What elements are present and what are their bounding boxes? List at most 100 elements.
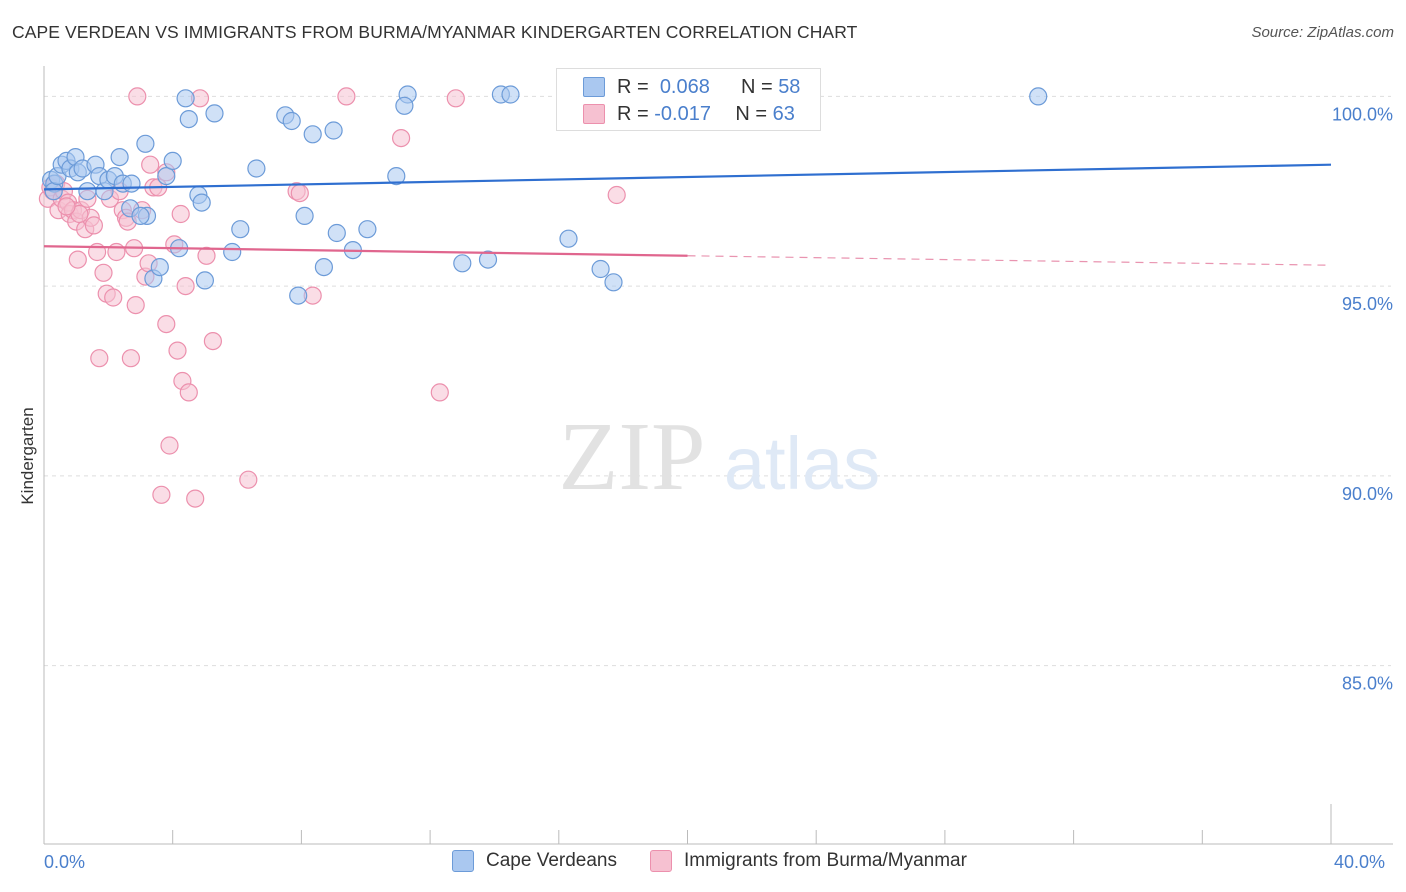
data-point-burma: [290, 184, 309, 203]
legend-r-label: R =: [617, 75, 649, 98]
data-point-burma: [141, 155, 160, 174]
series-burma: [38, 87, 626, 508]
chart-title: CAPE VERDEAN VS IMMIGRANTS FROM BURMA/MY…: [12, 22, 858, 42]
legend-n-label: N =: [740, 75, 773, 98]
data-point-burma: [104, 288, 123, 307]
y-tick-label: 100.0%: [1332, 104, 1393, 124]
data-point-cape-verdean: [205, 104, 224, 123]
data-point-cape-verdean: [478, 250, 498, 269]
data-point-burma: [176, 277, 195, 296]
series-cape-verdeans: [41, 85, 1048, 305]
data-point-cape-verdean: [231, 220, 250, 239]
data-point-cape-verdean: [122, 174, 141, 193]
data-point-burma: [197, 246, 216, 265]
y-tick-label: 90.0%: [1342, 484, 1393, 504]
data-point-burma: [121, 349, 140, 368]
data-point-cape-verdean: [282, 111, 301, 131]
data-point-burma: [128, 87, 147, 106]
data-point-cape-verdean: [150, 258, 169, 277]
data-point-burma: [126, 296, 145, 315]
data-point-cape-verdean: [179, 109, 198, 129]
data-point-burma: [203, 332, 222, 351]
trend-line-burma-extrapolated: [687, 255, 1332, 266]
data-point-cape-verdean: [223, 242, 242, 262]
trend-lines: [43, 163, 1332, 266]
watermark-atlas: atlas: [724, 422, 880, 505]
data-point-burma: [607, 185, 626, 205]
data-point-cape-verdean: [387, 167, 406, 186]
y-tick-label: 95.0%: [1342, 294, 1393, 314]
legend-n-value: 58: [778, 75, 801, 98]
data-point-cape-verdean: [157, 167, 176, 186]
legend-r-value: -0.017: [654, 102, 711, 125]
data-point-cape-verdean: [295, 206, 314, 225]
data-point-cape-verdean: [303, 125, 322, 144]
legend-r-label: R =: [617, 102, 649, 125]
data-point-cape-verdean: [195, 271, 214, 290]
series-swatch-pink: [650, 850, 672, 872]
legend-n-label: N =: [735, 102, 768, 125]
legend-row-cape-verdeans: R = 0.068 N = 58: [583, 74, 800, 100]
data-point-cape-verdean: [131, 206, 150, 225]
series-label: Cape Verdeans: [486, 850, 617, 871]
data-point-burma: [84, 216, 104, 235]
y-tick-label: 85.0%: [1342, 674, 1393, 694]
data-point-burma: [168, 341, 187, 360]
data-points: [38, 85, 1048, 508]
data-point-cape-verdean: [289, 286, 308, 305]
legend-swatch-pink: [583, 104, 605, 124]
series-legend-cape-verdeans: Cape Verdeans: [452, 850, 617, 872]
data-point-cape-verdean: [559, 229, 578, 248]
data-point-burma: [107, 242, 126, 262]
data-point-burma: [171, 204, 190, 224]
series-swatch-blue: [452, 850, 474, 872]
legend-swatch-blue: [583, 77, 605, 97]
data-point-cape-verdean: [327, 223, 346, 243]
legend-row-burma: R = -0.017 N = 63: [583, 101, 795, 127]
data-point-burma: [57, 197, 76, 216]
legend-n-value: 63: [772, 102, 795, 125]
data-point-cape-verdean: [501, 85, 520, 104]
data-point-burma: [239, 470, 258, 489]
watermark-zip: ZIP: [559, 403, 706, 511]
data-point-burma: [186, 489, 205, 508]
data-point-cape-verdean: [591, 259, 610, 279]
trend-line-cape-verdeans: [43, 163, 1332, 191]
data-point-cape-verdean: [604, 273, 623, 292]
data-point-burma: [152, 485, 171, 504]
data-point-burma: [446, 89, 465, 108]
correlation-legend: R = 0.068 N = 58 R = -0.017 N = 63: [556, 68, 821, 131]
x-tick-label-max: 40.0%: [1334, 852, 1386, 872]
y-tick-labels: 100.0% 95.0% 90.0% 85.0%: [1332, 104, 1393, 693]
data-point-burma: [337, 87, 356, 106]
series-legend-burma: Immigrants from Burma/Myanmar: [650, 850, 967, 872]
data-point-burma: [160, 436, 179, 455]
zipatlas-watermark: ZIP atlas: [559, 403, 881, 511]
data-point-cape-verdean: [358, 220, 377, 239]
data-point-burma: [94, 263, 113, 282]
gridlines: [44, 95, 1391, 667]
data-point-cape-verdean: [78, 182, 97, 201]
data-point-cape-verdean: [176, 89, 195, 108]
axes: [43, 66, 1393, 845]
data-point-cape-verdean: [314, 258, 333, 277]
data-point-cape-verdean: [247, 159, 266, 178]
data-point-burma: [179, 383, 198, 402]
data-point-cape-verdean: [453, 254, 472, 273]
data-point-burma: [90, 349, 109, 368]
x-tick-label-min: 0.0%: [44, 852, 86, 872]
data-point-burma: [157, 315, 176, 334]
data-point-cape-verdean: [395, 96, 414, 115]
data-point-burma: [392, 129, 411, 148]
data-point-cape-verdean: [192, 193, 211, 212]
series-label: Immigrants from Burma/Myanmar: [684, 850, 967, 871]
data-point-burma: [68, 250, 87, 269]
data-point-cape-verdean: [44, 182, 63, 201]
y-axis-label: Kindergarten: [18, 407, 37, 505]
source-credit: Source: ZipAtlas.com: [1251, 24, 1394, 41]
data-point-cape-verdean: [163, 151, 182, 170]
data-point-cape-verdean: [324, 121, 343, 140]
legend-r-value: 0.068: [659, 75, 710, 98]
data-point-cape-verdean: [110, 148, 129, 167]
